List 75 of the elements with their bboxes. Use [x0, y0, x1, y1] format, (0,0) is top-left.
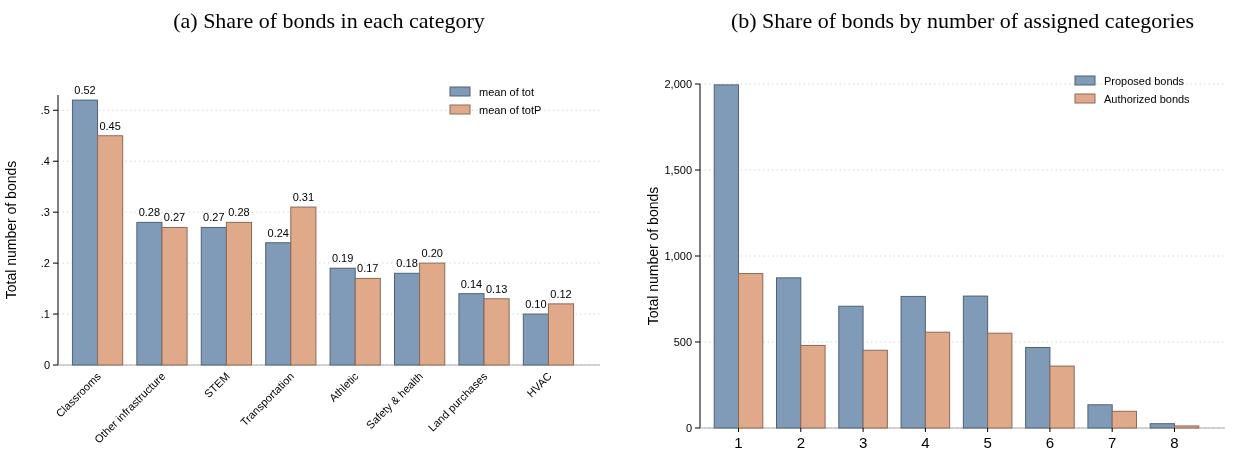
bar — [1173, 425, 1200, 429]
y-tick-label: 1,000 — [664, 249, 692, 262]
data-label: 0.17 — [357, 262, 379, 275]
data-label: 0.13 — [485, 282, 508, 295]
bar — [862, 349, 888, 429]
chart-title: (a) Share of bonds in each category — [173, 8, 485, 33]
legend-label: Proposed bonds — [1104, 74, 1185, 87]
bar — [738, 273, 764, 429]
y-tick-label: 0 — [685, 421, 692, 434]
bar — [97, 135, 124, 366]
bar — [838, 305, 864, 429]
data-label: 0.24 — [267, 226, 289, 239]
data-label: 0.20 — [421, 247, 443, 260]
bar — [419, 262, 446, 366]
y-tick-label: .3 — [40, 206, 50, 219]
bar — [161, 226, 188, 366]
y-axis-title: Total number of bonds — [3, 160, 19, 300]
data-label: 0.27 — [203, 211, 225, 224]
data-label: 0.45 — [99, 119, 121, 132]
bar — [136, 221, 163, 366]
bar — [987, 332, 1013, 429]
x-tick-label: 8 — [1170, 434, 1179, 449]
bar — [329, 267, 356, 366]
y-tick-label: 1,500 — [664, 163, 692, 176]
data-label: 0.28 — [138, 206, 161, 219]
x-tick-label: 3 — [858, 434, 868, 449]
data-label: 0.28 — [228, 206, 250, 219]
bar — [354, 277, 381, 366]
bar — [225, 221, 252, 366]
x-tick-label: 6 — [1045, 434, 1055, 449]
y-tick-label: 0 — [43, 358, 50, 371]
data-label: 0.31 — [292, 191, 315, 204]
data-label: 0.12 — [550, 287, 572, 300]
bar — [713, 84, 740, 429]
bar — [458, 293, 485, 366]
data-label: 0.27 — [163, 211, 186, 224]
bar — [1149, 423, 1175, 429]
y-tick-label: .1 — [40, 307, 50, 320]
data-label: 0.18 — [396, 257, 418, 270]
y-tick-label: 2,000 — [664, 77, 692, 90]
bar — [800, 344, 826, 429]
bar — [483, 298, 510, 366]
legend-label: Authorized bonds — [1104, 92, 1191, 105]
y-tick-label: .2 — [40, 256, 50, 269]
bar — [900, 295, 926, 429]
bar — [962, 295, 989, 429]
data-label: 0.10 — [525, 298, 547, 311]
data-label: 0.14 — [460, 277, 483, 290]
y-tick-label: .4 — [40, 155, 50, 168]
data-label: 0.52 — [74, 84, 96, 97]
chart-title: (b) Share of bonds by number of assigned categories — [730, 8, 1195, 33]
bar — [290, 206, 317, 366]
bar — [522, 313, 549, 366]
bar — [1049, 365, 1075, 429]
y-axis-title: Total number of bonds — [645, 186, 661, 326]
y-tick-label: 500 — [673, 335, 692, 348]
x-tick-label: 2 — [796, 434, 805, 449]
bar — [394, 272, 421, 366]
bar — [1025, 347, 1051, 429]
y-tick-label: .5 — [40, 104, 50, 117]
x-tick-label: 4 — [921, 434, 930, 449]
bar — [200, 226, 227, 366]
data-label: 0.19 — [331, 252, 354, 265]
x-tick-label: 1 — [734, 434, 743, 449]
legend-label: mean of totP — [479, 103, 542, 116]
bar — [1111, 410, 1137, 429]
bar — [776, 277, 802, 429]
bar — [265, 242, 292, 366]
bar — [71, 99, 99, 366]
legend-label: mean of tot — [479, 85, 535, 98]
bar — [547, 303, 575, 366]
bar — [1087, 404, 1113, 429]
x-tick-label: 7 — [1108, 434, 1117, 449]
x-tick-label: 5 — [983, 434, 992, 449]
bar — [924, 331, 951, 429]
